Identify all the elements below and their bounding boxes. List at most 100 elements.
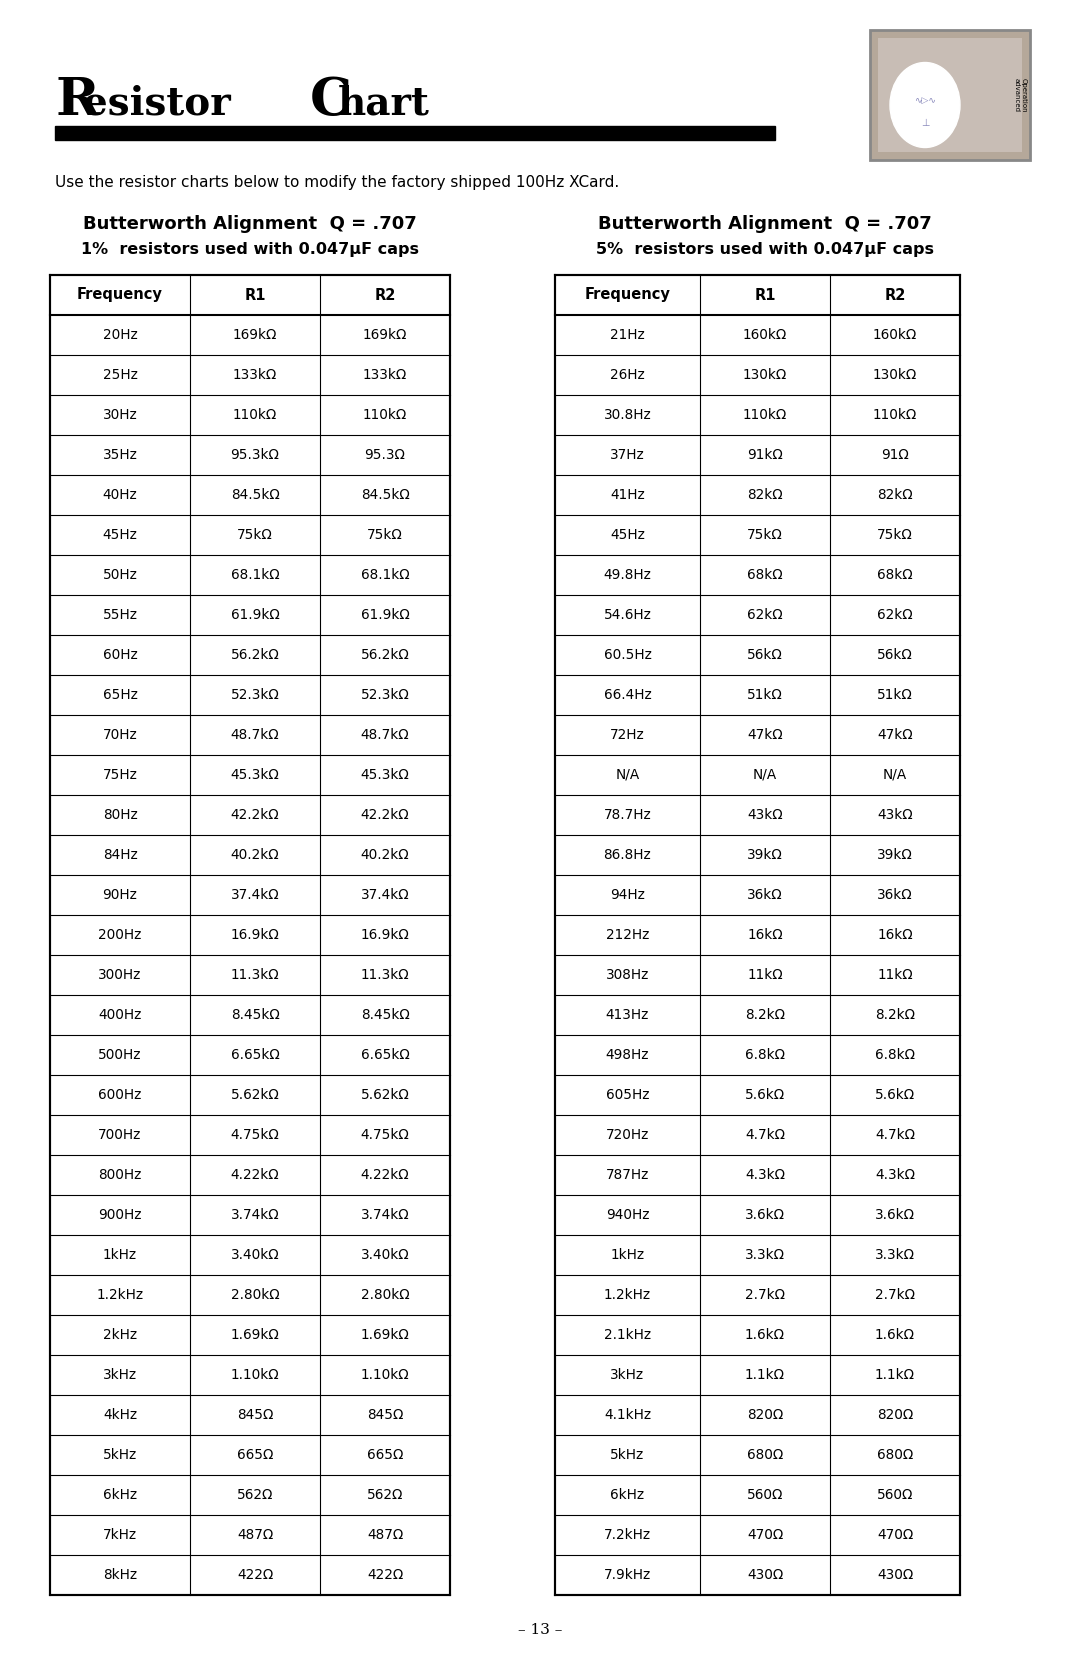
Text: R2: R2 xyxy=(885,287,906,302)
Text: 562Ω: 562Ω xyxy=(237,1489,273,1502)
Text: 75kΩ: 75kΩ xyxy=(747,527,783,542)
Text: 55Hz: 55Hz xyxy=(103,608,137,623)
Text: 169kΩ: 169kΩ xyxy=(363,329,407,342)
Text: 413Hz: 413Hz xyxy=(606,1008,649,1021)
Text: 600Hz: 600Hz xyxy=(98,1088,141,1102)
Text: N/A: N/A xyxy=(882,768,907,783)
Text: 11kΩ: 11kΩ xyxy=(877,968,913,981)
Text: 40.2kΩ: 40.2kΩ xyxy=(361,848,409,861)
Text: 39kΩ: 39kΩ xyxy=(877,848,913,861)
Text: 5%  resistors used with 0.047μF caps: 5% resistors used with 0.047μF caps xyxy=(596,242,934,257)
Text: 62kΩ: 62kΩ xyxy=(747,608,783,623)
Text: 1.2kHz: 1.2kHz xyxy=(604,1288,651,1302)
Text: C: C xyxy=(310,75,352,125)
Text: 400Hz: 400Hz xyxy=(98,1008,141,1021)
Text: 95.3kΩ: 95.3kΩ xyxy=(230,447,280,462)
Text: 3.6kΩ: 3.6kΩ xyxy=(875,1208,915,1222)
Text: Frequency: Frequency xyxy=(77,287,163,302)
Text: 16.9kΩ: 16.9kΩ xyxy=(231,928,280,941)
Text: 6.65kΩ: 6.65kΩ xyxy=(361,1048,409,1061)
Text: R1: R1 xyxy=(754,287,775,302)
Text: 133kΩ: 133kΩ xyxy=(233,367,278,382)
Text: 6.65kΩ: 6.65kΩ xyxy=(231,1048,280,1061)
Text: 430Ω: 430Ω xyxy=(747,1567,783,1582)
Text: 1.10kΩ: 1.10kΩ xyxy=(231,1369,280,1382)
Text: 84.5kΩ: 84.5kΩ xyxy=(361,487,409,502)
Text: 680Ω: 680Ω xyxy=(747,1449,783,1462)
Text: 1.69kΩ: 1.69kΩ xyxy=(231,1329,280,1342)
Text: 82kΩ: 82kΩ xyxy=(877,487,913,502)
Text: 35Hz: 35Hz xyxy=(103,447,137,462)
Text: 90Hz: 90Hz xyxy=(103,888,137,901)
Text: 845Ω: 845Ω xyxy=(367,1409,403,1422)
Text: 845Ω: 845Ω xyxy=(237,1409,273,1422)
Bar xyxy=(555,275,960,1596)
Text: 720Hz: 720Hz xyxy=(606,1128,649,1142)
Text: 110kΩ: 110kΩ xyxy=(743,407,787,422)
Text: 45.3kΩ: 45.3kΩ xyxy=(231,768,280,783)
Text: 11kΩ: 11kΩ xyxy=(747,968,783,981)
Text: 665Ω: 665Ω xyxy=(237,1449,273,1462)
Text: 68.1kΩ: 68.1kΩ xyxy=(361,567,409,582)
Text: 1.2kHz: 1.2kHz xyxy=(96,1288,144,1302)
Text: 308Hz: 308Hz xyxy=(606,968,649,981)
Text: 8.45kΩ: 8.45kΩ xyxy=(231,1008,280,1021)
Text: 133kΩ: 133kΩ xyxy=(363,367,407,382)
Text: Frequency: Frequency xyxy=(584,287,671,302)
Text: 130kΩ: 130kΩ xyxy=(873,367,917,382)
Text: R1: R1 xyxy=(244,287,266,302)
Text: 130kΩ: 130kΩ xyxy=(743,367,787,382)
Text: 3.6kΩ: 3.6kΩ xyxy=(745,1208,785,1222)
Text: 41Hz: 41Hz xyxy=(610,487,645,502)
Text: 820Ω: 820Ω xyxy=(877,1409,913,1422)
Text: 95.3Ω: 95.3Ω xyxy=(365,447,405,462)
Text: 56.2kΩ: 56.2kΩ xyxy=(361,648,409,663)
Text: 605Hz: 605Hz xyxy=(606,1088,649,1102)
Text: 6kHz: 6kHz xyxy=(103,1489,137,1502)
Text: 68kΩ: 68kΩ xyxy=(877,567,913,582)
Text: 6.8kΩ: 6.8kΩ xyxy=(875,1048,915,1061)
Text: Use the resistor charts below to modify the factory shipped 100Hz XCard.: Use the resistor charts below to modify … xyxy=(55,175,619,190)
Text: 3kHz: 3kHz xyxy=(103,1369,137,1382)
Bar xyxy=(50,275,450,1596)
Text: 8.2kΩ: 8.2kΩ xyxy=(875,1008,915,1021)
Text: 487Ω: 487Ω xyxy=(367,1529,403,1542)
Text: 11.3kΩ: 11.3kΩ xyxy=(361,968,409,981)
Text: 110kΩ: 110kΩ xyxy=(363,407,407,422)
Text: ⊥: ⊥ xyxy=(921,118,929,129)
Text: 61.9kΩ: 61.9kΩ xyxy=(361,608,409,623)
Text: 5.6kΩ: 5.6kΩ xyxy=(875,1088,915,1102)
Text: 1.69kΩ: 1.69kΩ xyxy=(361,1329,409,1342)
Text: 40.2kΩ: 40.2kΩ xyxy=(231,848,280,861)
Text: 43kΩ: 43kΩ xyxy=(747,808,783,823)
Text: 4.22kΩ: 4.22kΩ xyxy=(361,1168,409,1182)
Text: 68.1kΩ: 68.1kΩ xyxy=(231,567,280,582)
Text: 1%  resistors used with 0.047μF caps: 1% resistors used with 0.047μF caps xyxy=(81,242,419,257)
Text: hart: hart xyxy=(338,85,430,124)
Text: 7.9kHz: 7.9kHz xyxy=(604,1567,651,1582)
Text: 212Hz: 212Hz xyxy=(606,928,649,941)
Text: 66.4Hz: 66.4Hz xyxy=(604,688,651,703)
Text: 4.7kΩ: 4.7kΩ xyxy=(745,1128,785,1142)
Text: 300Hz: 300Hz xyxy=(98,968,141,981)
Text: 51kΩ: 51kΩ xyxy=(877,688,913,703)
Text: 2.1kHz: 2.1kHz xyxy=(604,1329,651,1342)
Text: 11.3kΩ: 11.3kΩ xyxy=(231,968,280,981)
Text: 940Hz: 940Hz xyxy=(606,1208,649,1222)
Text: 5.62kΩ: 5.62kΩ xyxy=(231,1088,280,1102)
Text: 70Hz: 70Hz xyxy=(103,728,137,743)
Text: Butterworth Alignment  Q = .707: Butterworth Alignment Q = .707 xyxy=(598,215,932,234)
Text: 45Hz: 45Hz xyxy=(103,527,137,542)
Text: 422Ω: 422Ω xyxy=(367,1567,403,1582)
Text: 7.2kHz: 7.2kHz xyxy=(604,1529,651,1542)
Text: 30Hz: 30Hz xyxy=(103,407,137,422)
Text: 3.3kΩ: 3.3kΩ xyxy=(745,1248,785,1262)
Text: N/A: N/A xyxy=(753,768,778,783)
Text: 25Hz: 25Hz xyxy=(103,367,137,382)
Text: 20Hz: 20Hz xyxy=(103,329,137,342)
Text: 1.6kΩ: 1.6kΩ xyxy=(745,1329,785,1342)
Text: 68kΩ: 68kΩ xyxy=(747,567,783,582)
Text: 86.8Hz: 86.8Hz xyxy=(604,848,651,861)
Text: 47kΩ: 47kΩ xyxy=(877,728,913,743)
Text: 160kΩ: 160kΩ xyxy=(743,329,787,342)
